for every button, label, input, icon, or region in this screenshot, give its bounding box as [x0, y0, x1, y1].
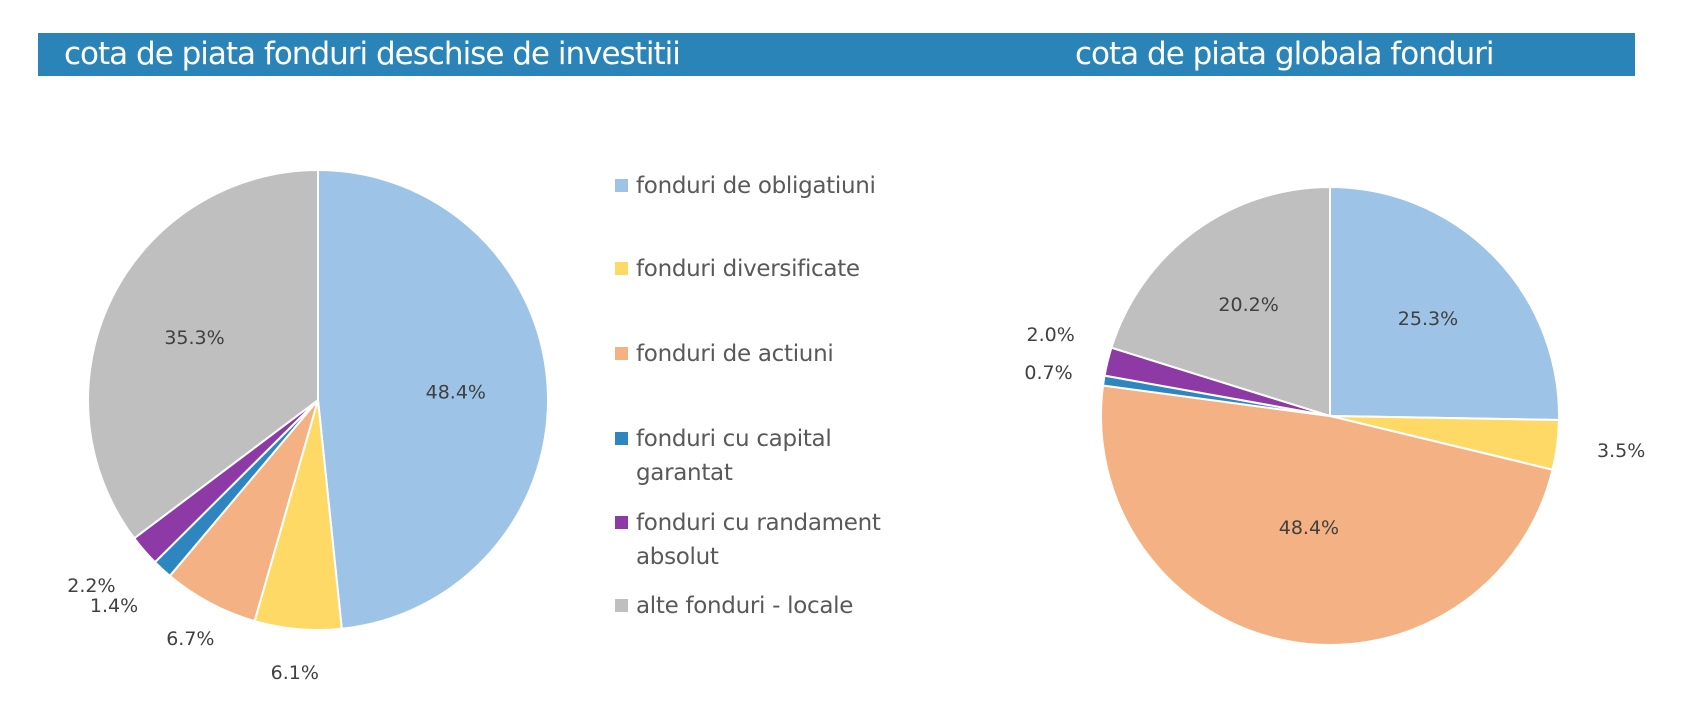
header-bar [38, 33, 1635, 76]
data-label-fonduri-de-actiuni: 6.7% [166, 628, 214, 650]
legend-label-guaranteed: fonduri cu capital garantat [636, 426, 832, 486]
pie-slice-fonduri-de-actiuni [1100, 384, 1554, 646]
data-label-fonduri-cu-capital-garantat: 1.4% [90, 595, 138, 617]
chart-title-open-funds: cota de piata fonduri deschise de invest… [64, 36, 681, 72]
legend-swatch-bonds [615, 179, 628, 192]
pie-slice-alte-fonduri-locale [1110, 185, 1331, 418]
chart-legend: fonduri de obligatiuni fonduri diversifi… [615, 0, 905, 726]
data-label-fonduri-cu-randament-absolut: 2.0% [1026, 324, 1074, 346]
legend-swatch-diversified [615, 262, 628, 275]
pie-chart-open-funds: 48.4% 6.1% 6.7% 1.4%2.2% 35.3% [67, 168, 550, 684]
data-label-fonduri-de-obligatiuni: 25.3% [1398, 308, 1458, 330]
chart-title-global-funds: cota de piata globala fonduri [1075, 36, 1495, 72]
legend-label-diversified: fonduri diversificate [636, 256, 860, 282]
legend-label-other-local: alte fonduri - locale [636, 593, 854, 619]
legend-label-absolute-return: fonduri cu randament absolut [636, 510, 881, 570]
data-label-fonduri-de-obligatiuni: 48.4% [426, 381, 486, 403]
pie-chart-global-funds: 25.3% 3.5% 48.4% 0.7% 2.0% 20.2% [1024, 185, 1645, 646]
pie-slice-fonduri-de-obligatiuni [1329, 185, 1560, 421]
data-label-fonduri-de-actiuni: 48.4% [1279, 517, 1339, 539]
data-label-alte-fonduri-locale: 20.2% [1218, 294, 1278, 316]
data-label-fonduri-cu-capital-garantat: 0.7% [1024, 362, 1072, 384]
legend-label-equity: fonduri de actiuni [636, 341, 834, 367]
data-label-fonduri-diversificate: 6.1% [271, 662, 319, 684]
legend-swatch-guaranteed [615, 432, 628, 445]
data-label-fonduri-cu-randament-absolut: 2.2% [67, 575, 115, 597]
legend-label-bonds: fonduri de obligatiuni [636, 173, 876, 199]
legend-swatch-absolute-return [615, 516, 628, 529]
legend-swatch-other-local [615, 599, 628, 612]
pie-slice-fonduri-de-obligatiuni [317, 168, 550, 630]
data-label-alte-fonduri-locale: 35.3% [164, 327, 224, 349]
pie-slice-alte-fonduri-locale [87, 168, 319, 540]
data-label-fonduri-diversificate: 3.5% [1597, 440, 1645, 462]
legend-swatch-equity [615, 347, 628, 360]
